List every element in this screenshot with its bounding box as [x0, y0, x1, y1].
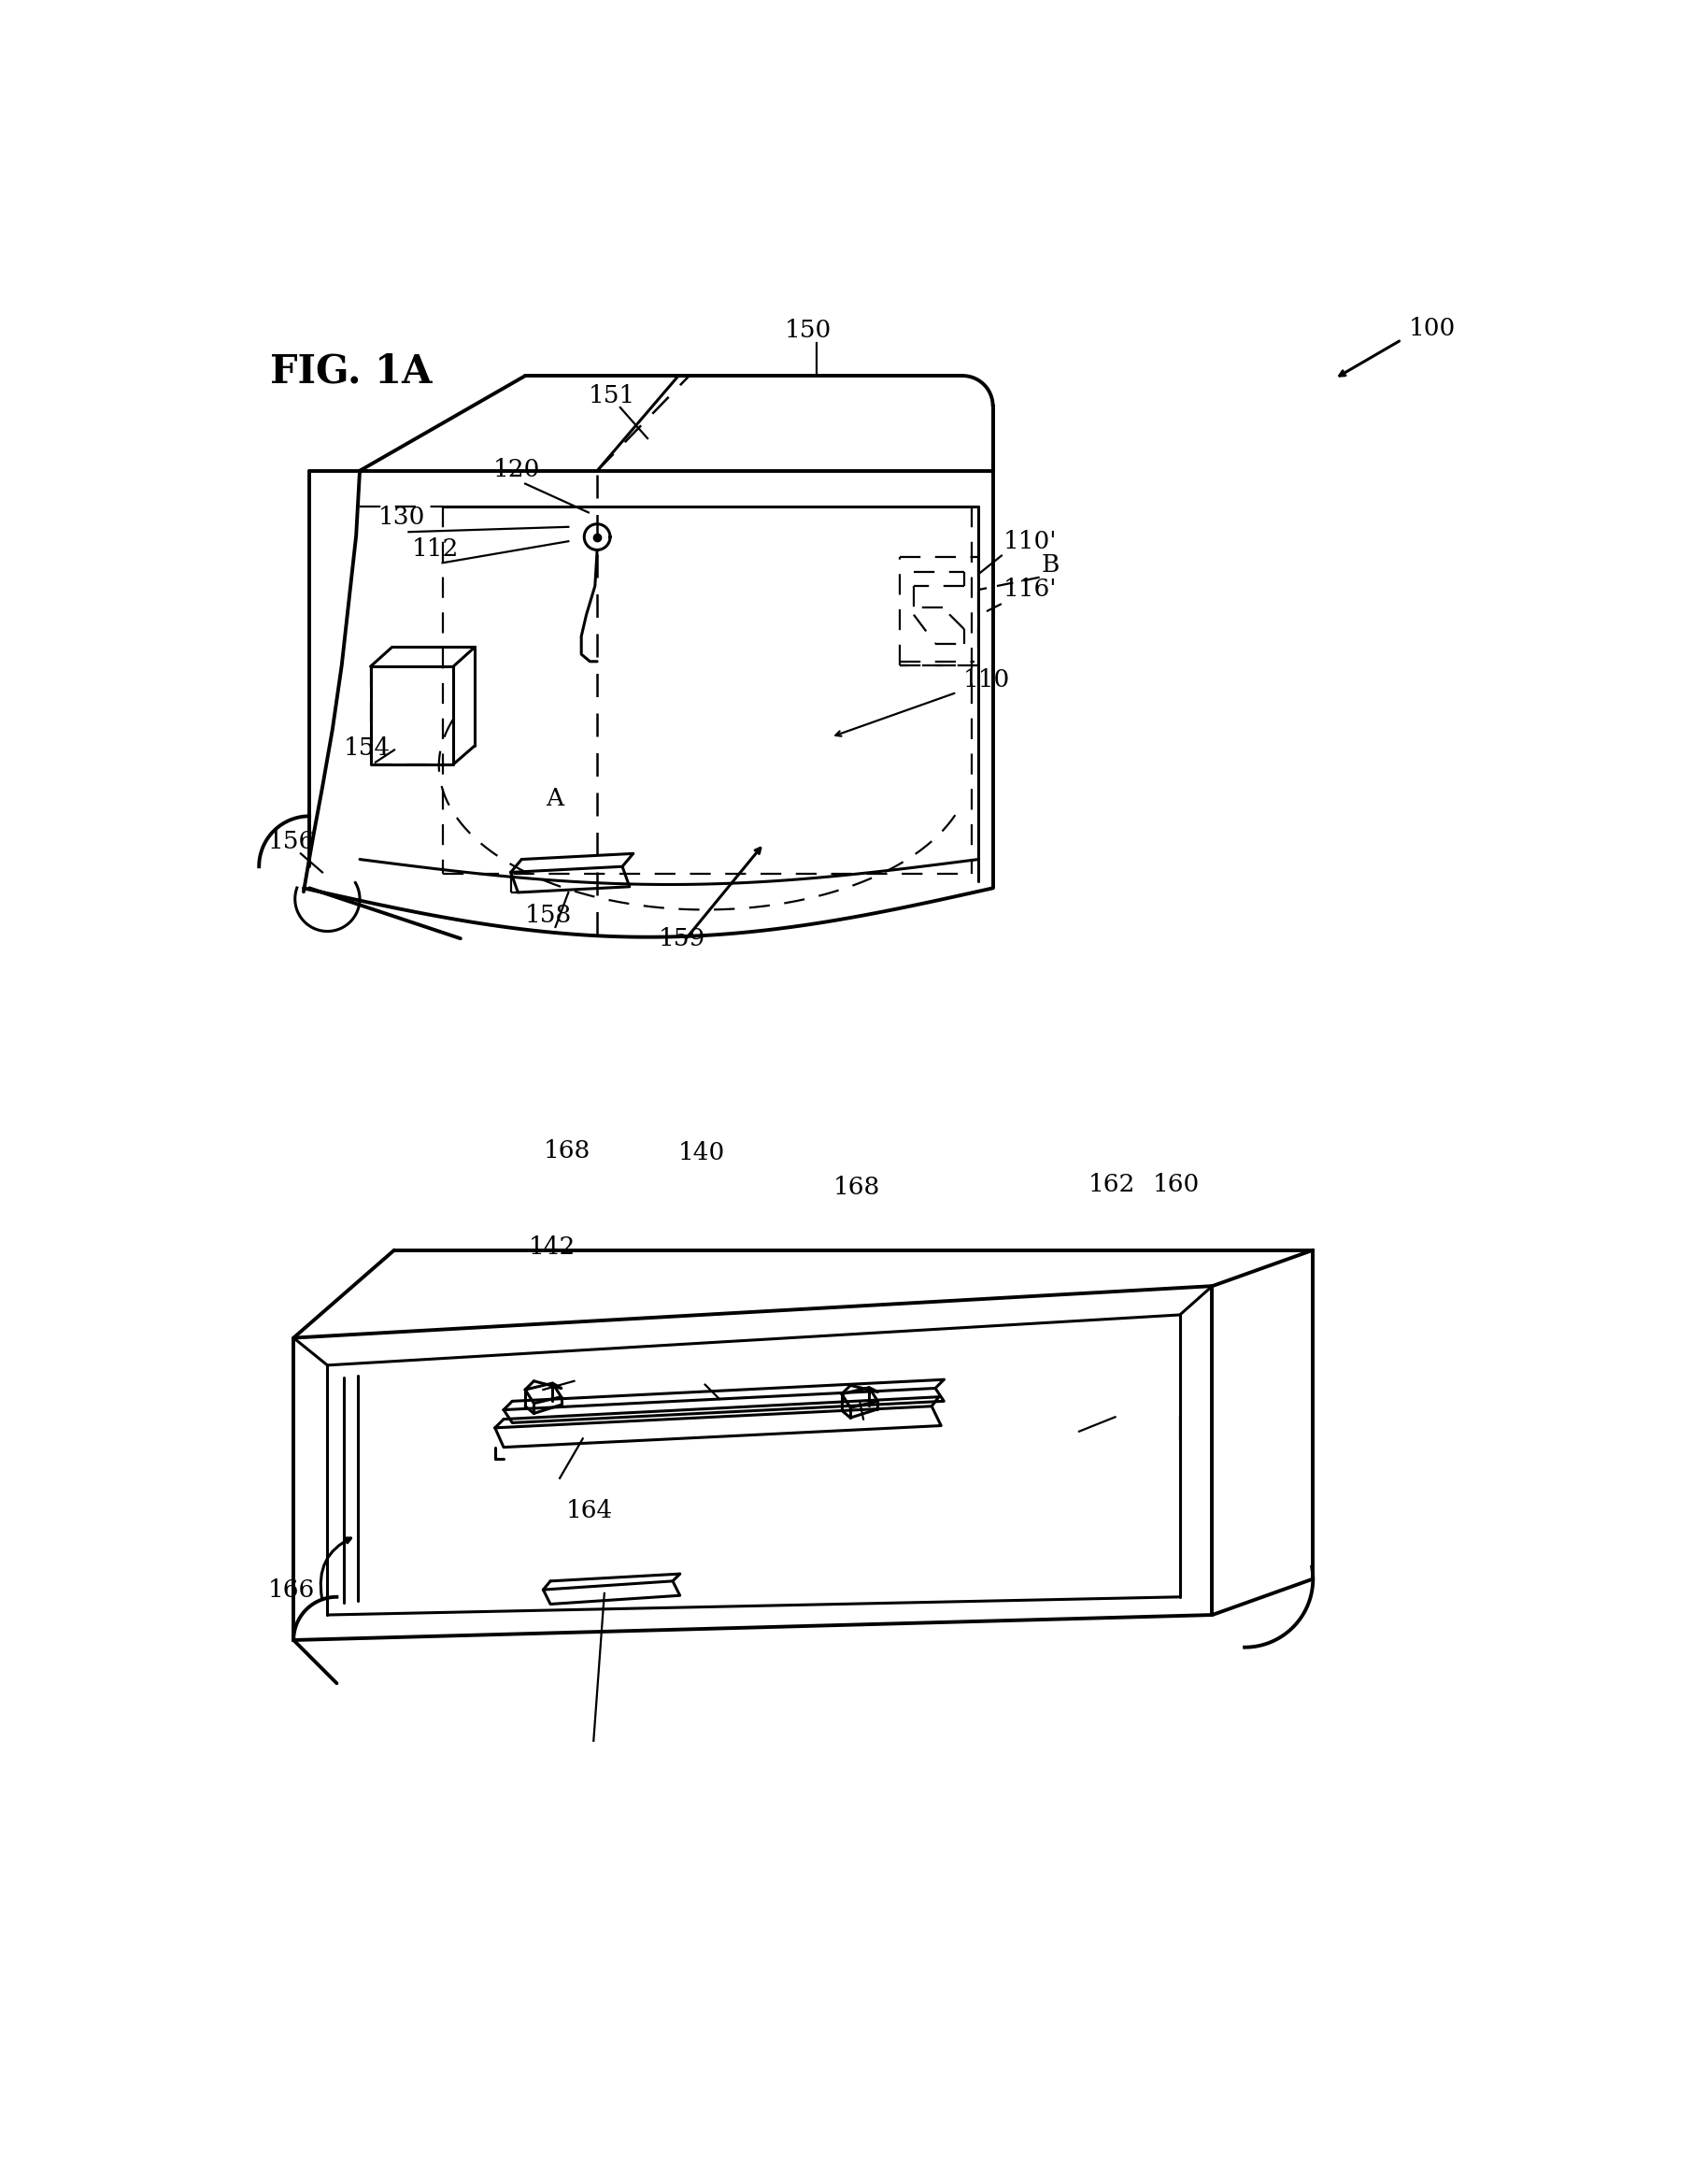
Text: FIG. 1A: FIG. 1A: [269, 352, 432, 391]
Text: 110': 110': [1004, 531, 1058, 553]
Text: 142: 142: [528, 1234, 576, 1258]
Text: 112: 112: [411, 537, 459, 561]
Text: A: A: [545, 786, 564, 810]
Text: 168: 168: [833, 1175, 880, 1199]
Text: 100: 100: [1409, 317, 1456, 341]
Text: 151: 151: [589, 384, 635, 406]
Text: 166: 166: [267, 1579, 315, 1601]
Text: 140: 140: [677, 1142, 725, 1164]
Text: 120: 120: [493, 459, 540, 480]
Text: 164: 164: [565, 1498, 613, 1522]
Text: 156: 156: [267, 830, 315, 854]
Text: 116': 116': [1004, 579, 1058, 601]
Text: 168: 168: [543, 1140, 591, 1162]
Text: 159: 159: [659, 926, 706, 950]
Text: 130: 130: [378, 507, 425, 529]
Text: 160: 160: [1153, 1173, 1200, 1197]
Text: 158: 158: [525, 904, 572, 928]
Text: 154: 154: [344, 736, 391, 760]
Text: B: B: [1041, 553, 1060, 577]
Text: 162: 162: [1089, 1173, 1134, 1197]
Text: 110: 110: [963, 668, 1009, 692]
Text: 150: 150: [784, 319, 831, 343]
